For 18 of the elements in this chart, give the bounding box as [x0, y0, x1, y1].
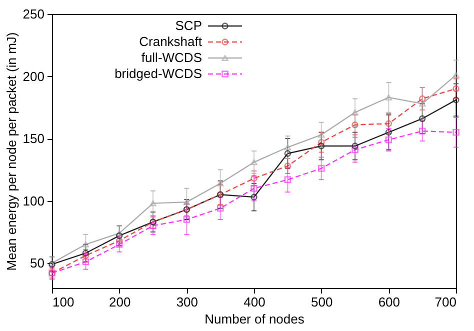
x-tick-label: 500	[310, 294, 333, 310]
legend-label: bridged-WCDS	[114, 66, 202, 81]
x-tick-label: 100	[52, 294, 74, 310]
legend-label: full-WCDS	[141, 50, 202, 65]
x-tick-label: 700	[434, 294, 456, 310]
y-tick-label: 150	[22, 131, 44, 146]
x-tick-label: 200	[108, 294, 131, 310]
legend-label: Crankshaft	[139, 34, 202, 49]
legend-label: SCP	[175, 18, 202, 33]
y-tick-label: 50	[30, 256, 44, 271]
x-tick-label: 400	[244, 294, 266, 310]
x-tick-label: 600	[378, 294, 400, 310]
x-axis-title: Number of nodes	[204, 312, 305, 326]
y-tick-label: 100	[22, 193, 44, 208]
x-tick-label: 300	[176, 294, 198, 310]
y-axis-title: Mean energy per node per packet (in mJ)	[4, 32, 19, 271]
y-tick-label: 250	[22, 6, 44, 22]
y-tick-label: 200	[22, 68, 44, 84]
